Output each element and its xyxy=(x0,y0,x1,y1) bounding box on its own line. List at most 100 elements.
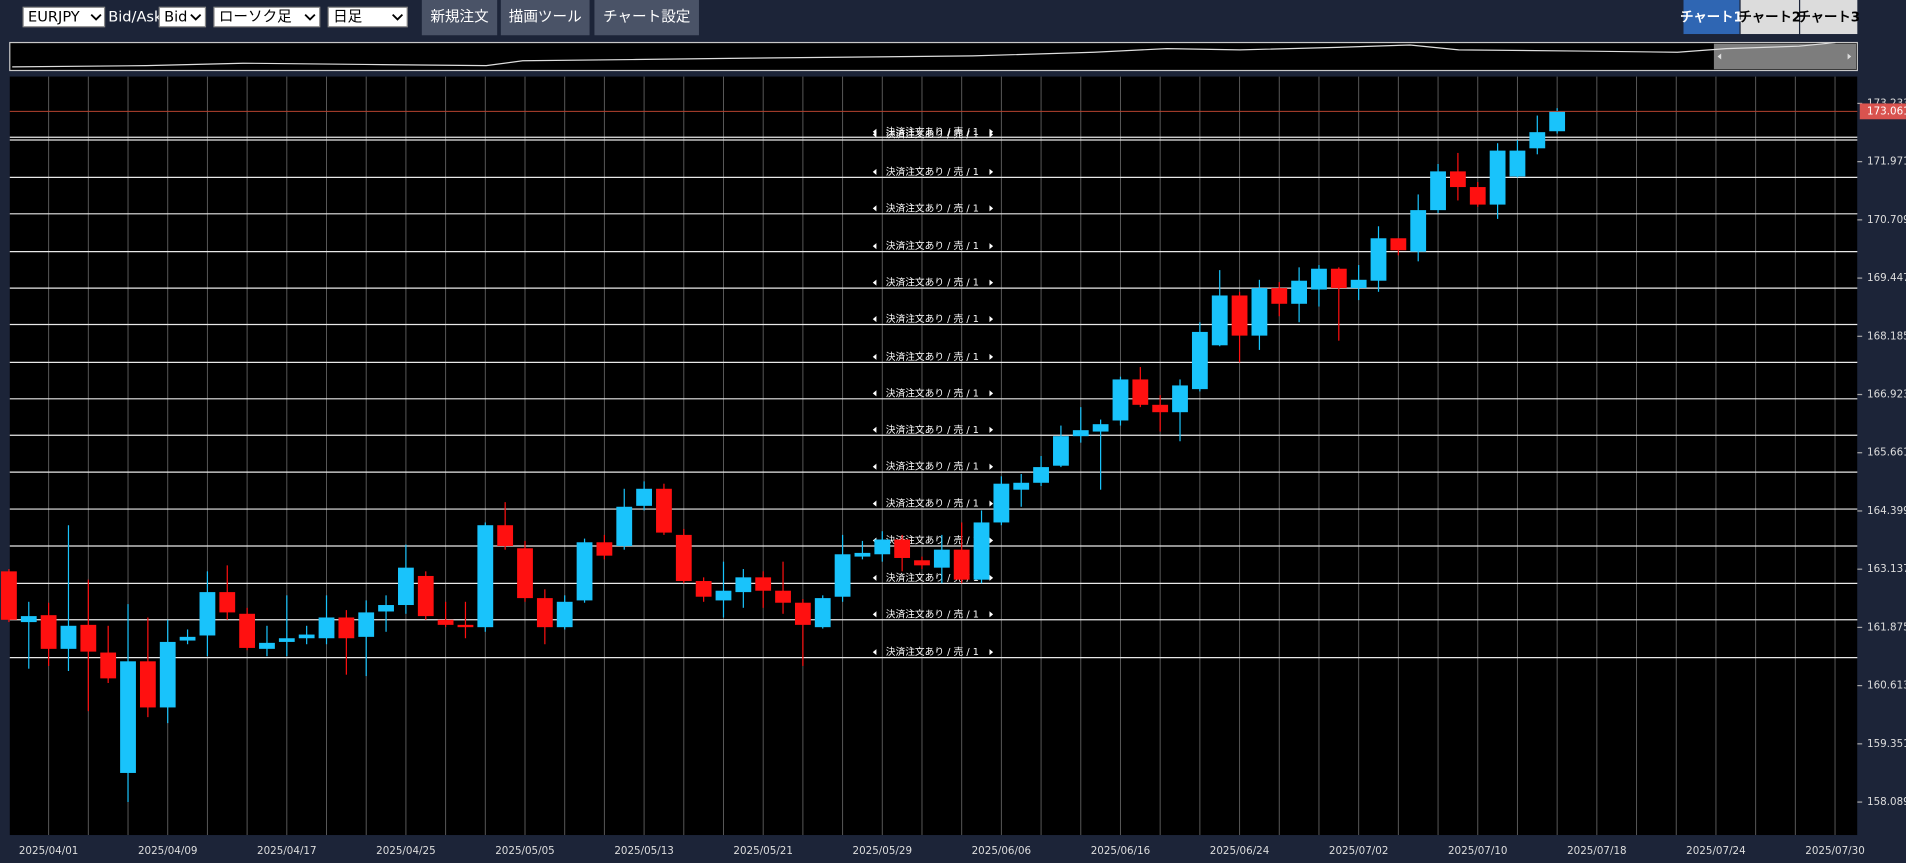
candle-body xyxy=(1152,404,1169,413)
chart-tab-active[interactable] xyxy=(1683,0,1740,35)
tab-label: チャート1 xyxy=(1680,10,1743,26)
order-label: 決済注文あり / 売 / 1 xyxy=(886,386,979,399)
candle-body xyxy=(179,636,196,641)
drawing-tools-button[interactable] xyxy=(500,0,590,36)
candle-body xyxy=(874,539,891,555)
x-tick-label: 2025/05/05 xyxy=(495,845,555,857)
candle-body xyxy=(1251,288,1268,336)
candle-body xyxy=(1033,467,1049,483)
candle-body xyxy=(1509,150,1526,177)
order-label: 決済注文あり / 売 / 1 xyxy=(886,201,979,214)
order-label: 決済注文あり / 売 / 1 xyxy=(886,645,979,658)
x-tick-label: 2025/06/24 xyxy=(1210,845,1270,857)
candle-body xyxy=(755,577,772,591)
candle-body xyxy=(933,549,950,568)
candle-body xyxy=(1430,171,1446,211)
candle-body xyxy=(517,548,533,599)
candle-body xyxy=(993,483,1010,523)
candle-body xyxy=(278,638,295,642)
tab-label: チャート2 xyxy=(1739,10,1802,26)
y-tick-label: 171.971 xyxy=(1867,156,1906,168)
candle-body xyxy=(775,590,791,603)
candle-body xyxy=(1549,111,1566,132)
new-order-button[interactable] xyxy=(421,0,498,36)
candle-body xyxy=(199,592,216,636)
x-tick-label: 2025/04/01 xyxy=(19,845,79,857)
candle-body xyxy=(894,539,911,558)
candle-body xyxy=(1291,280,1308,304)
candle-body xyxy=(735,577,752,593)
x-tick-label: 2025/07/24 xyxy=(1686,845,1746,857)
bid-ask-label: Bid/Ask xyxy=(108,9,163,26)
symbol-select[interactable] xyxy=(22,6,106,28)
candle-body xyxy=(1112,379,1129,421)
chart-type-select[interactable] xyxy=(213,6,321,28)
candle-body xyxy=(1,571,17,620)
y-tick-label: 161.875 xyxy=(1867,621,1906,633)
chart-tab[interactable] xyxy=(1740,0,1799,35)
candle-body xyxy=(40,615,57,649)
order-label: 決済注文あり / 売 / 1 xyxy=(886,497,979,510)
toolbar: EURJPY Bid/Ask Bid ローソク足 日足 新規注文 描画ツール チ… xyxy=(22,0,1860,36)
x-tick-label: 2025/07/30 xyxy=(1805,845,1865,857)
candle-body xyxy=(20,616,37,623)
price-type-select[interactable] xyxy=(158,6,207,28)
navigator-window[interactable] xyxy=(1713,43,1857,70)
x-tick-label: 2025/05/13 xyxy=(614,845,674,857)
candle-body xyxy=(1271,288,1288,304)
y-tick-label: 165.661 xyxy=(1867,447,1906,459)
candle-body xyxy=(159,641,176,708)
candle-body xyxy=(80,624,97,652)
x-tick-label: 2025/04/17 xyxy=(257,845,317,857)
candle-body xyxy=(834,554,851,597)
candle-body xyxy=(953,549,970,580)
x-tick-label: 2025/06/06 xyxy=(972,845,1032,857)
x-tick-label: 2025/07/18 xyxy=(1567,845,1627,857)
candle-body xyxy=(497,525,514,546)
y-tick-label: 158.089 xyxy=(1867,796,1906,808)
timeframe-select[interactable] xyxy=(327,6,408,28)
candle-body xyxy=(914,560,930,566)
candle-body xyxy=(1231,295,1248,336)
order-label: 決済注文あり / 売 / 1 xyxy=(886,423,979,436)
candle-body xyxy=(1330,268,1347,289)
candle-body xyxy=(100,652,117,679)
x-tick-label: 2025/07/02 xyxy=(1329,845,1389,857)
candle-body xyxy=(398,567,414,606)
y-tick-label: 166.923 xyxy=(1867,389,1906,401)
candle-body xyxy=(616,506,633,546)
candle-body xyxy=(298,634,315,639)
candle-body xyxy=(437,619,454,625)
current-price-box xyxy=(1859,103,1906,120)
button-label: 描画ツール xyxy=(509,9,582,26)
candle-body xyxy=(1191,331,1208,390)
candle-body xyxy=(556,601,573,628)
order-label: 決済注文あり / 売 / 1 xyxy=(886,460,979,473)
candle-body xyxy=(1092,424,1109,432)
candle-body xyxy=(1390,238,1407,251)
candle-body xyxy=(656,488,672,533)
candle-body xyxy=(358,612,375,637)
button-label: 新規注文 xyxy=(430,9,489,26)
y-tick-label: 169.447 xyxy=(1867,272,1906,284)
chart-tab[interactable] xyxy=(1800,0,1858,35)
dropdown-arrow xyxy=(392,13,404,21)
x-tick-label: 2025/05/21 xyxy=(733,845,793,857)
x-tick-label: 2025/05/29 xyxy=(853,845,913,857)
candle-body xyxy=(1072,430,1089,437)
candle-body xyxy=(139,661,156,708)
dropdown-arrow xyxy=(90,13,102,21)
chart-settings-button[interactable] xyxy=(594,0,699,36)
candle-body xyxy=(1132,379,1149,405)
candle-body xyxy=(239,613,256,648)
order-label: 決済注文あり / 売 / 1 xyxy=(886,239,979,252)
candle-body xyxy=(576,542,593,601)
candle-body xyxy=(60,625,77,649)
x-tick-label: 2025/04/09 xyxy=(138,845,198,857)
x-tick-label: 2025/06/16 xyxy=(1091,845,1151,857)
candle-body xyxy=(1311,268,1327,290)
candle-body xyxy=(1013,482,1030,490)
candle-body xyxy=(1489,150,1506,205)
y-tick-label: 164.399 xyxy=(1867,505,1906,517)
